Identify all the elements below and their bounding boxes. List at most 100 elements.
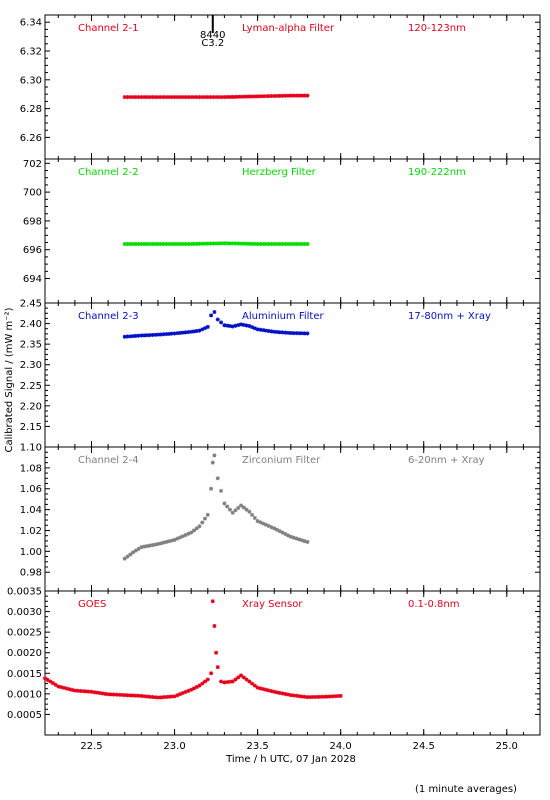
data-point — [219, 488, 224, 493]
data-point — [288, 693, 293, 698]
data-point — [263, 94, 268, 99]
data-point — [230, 679, 235, 684]
data-point — [258, 241, 263, 246]
data-point — [142, 333, 147, 338]
panel-label: 6-20nm + Xray — [408, 455, 485, 466]
data-point — [78, 688, 83, 693]
y-tick-label: 0.0035 — [7, 587, 42, 598]
data-point — [136, 95, 141, 100]
data-point — [122, 241, 127, 246]
averaging-note: (1 minute averages) — [415, 784, 517, 795]
y-tick-label: 0.0005 — [7, 710, 42, 721]
data-point — [209, 313, 214, 318]
data-point — [133, 95, 138, 100]
data-point — [175, 95, 180, 100]
data-point — [333, 694, 338, 699]
data-point — [189, 241, 194, 246]
panel-frame — [44, 14, 541, 160]
data-point — [147, 694, 152, 699]
data-point — [338, 693, 343, 698]
data-point — [191, 686, 196, 691]
data-point — [258, 520, 263, 525]
data-point — [250, 512, 255, 517]
data-point — [219, 95, 224, 100]
data-point — [183, 241, 188, 246]
data-point — [83, 689, 88, 694]
data-point — [189, 329, 194, 334]
x-axis-title: Time / h UTC, 07 Jan 2028 — [225, 754, 356, 765]
data-point — [269, 94, 274, 99]
data-point — [250, 241, 255, 246]
data-point — [241, 94, 246, 99]
data-point — [222, 323, 227, 328]
data-point — [95, 690, 100, 695]
data-point — [219, 241, 224, 246]
data-point — [119, 692, 124, 697]
data-point — [247, 241, 252, 246]
y-tick-label: 2.30 — [20, 360, 42, 371]
data-point — [205, 512, 210, 517]
data-point — [294, 536, 299, 541]
data-point — [67, 687, 72, 692]
data-point — [252, 241, 257, 246]
data-point — [219, 679, 224, 684]
data-point — [227, 241, 232, 246]
y-tick-label: 0.0030 — [7, 607, 42, 618]
data-point — [200, 241, 205, 246]
data-point — [203, 241, 208, 246]
data-point — [313, 694, 318, 699]
data-point — [261, 241, 266, 246]
data-point — [244, 507, 249, 512]
data-point — [319, 694, 324, 699]
panel-goes: 0.0005 0.0010 0.0015 0.0020 0.0025 0.0030 0.00… — [7, 587, 541, 736]
data-point — [197, 95, 202, 100]
data-point — [277, 241, 282, 246]
data-point — [111, 692, 116, 697]
data-point — [210, 599, 215, 604]
data-point — [286, 241, 291, 246]
data-point — [302, 93, 307, 98]
data-point — [209, 671, 214, 676]
data-point — [128, 334, 133, 339]
data-point — [169, 95, 174, 100]
data-point — [247, 94, 252, 99]
data-point — [70, 687, 75, 692]
data-point — [255, 94, 260, 99]
data-point — [72, 688, 77, 693]
flare-marker-label: C3.2 — [201, 38, 224, 49]
data-point — [200, 681, 205, 686]
data-point — [117, 692, 122, 697]
data-point — [233, 94, 238, 99]
data-point — [139, 95, 144, 100]
data-point — [291, 241, 296, 246]
data-point — [167, 539, 172, 544]
panel-label: 120-123nm — [408, 23, 466, 34]
data-point — [183, 533, 188, 537]
data-point — [294, 331, 299, 336]
y-tick-label: 1.02 — [20, 526, 42, 537]
data-point — [197, 683, 202, 688]
data-point — [280, 241, 285, 246]
data-point — [288, 93, 293, 98]
data-point — [81, 689, 86, 694]
data-point — [266, 328, 271, 333]
data-point — [335, 694, 340, 699]
data-point — [186, 330, 191, 335]
y-tick-label: 1.06 — [20, 484, 42, 495]
data-point — [241, 322, 246, 327]
data-point — [205, 95, 210, 100]
data-point — [131, 241, 136, 246]
data-point — [308, 695, 313, 700]
y-axis-title: Calibrated Signal / (mW m⁻²) — [4, 307, 15, 452]
data-point — [210, 460, 215, 465]
data-point — [125, 241, 130, 246]
panel-ch21: 6.26 6.28 6.30 6.32 6.34 Channel 2-1 Lyman-alp… — [20, 14, 541, 160]
x-tick-label: 23.5 — [246, 741, 268, 752]
data-point — [197, 328, 202, 333]
data-point — [136, 693, 141, 698]
data-point — [258, 327, 263, 332]
data-point — [236, 505, 241, 510]
data-point — [255, 519, 260, 524]
data-point — [186, 531, 191, 536]
